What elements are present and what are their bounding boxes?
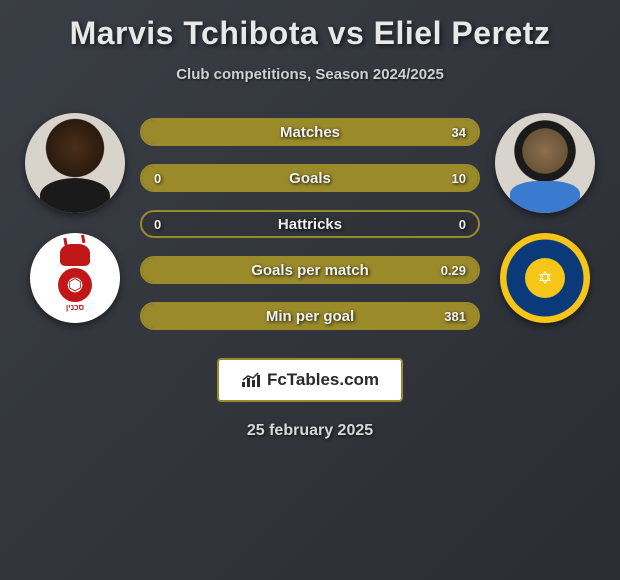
player2-avatar: [495, 113, 595, 213]
main-row: סכנין Matches 34 0 Goals 10 0 Hattricks …: [10, 113, 610, 330]
stat-left-value: 0: [154, 217, 161, 232]
club2-star-icon: ✡: [525, 258, 565, 298]
brand-box[interactable]: FcTables.com: [217, 358, 403, 402]
brand-text: FcTables.com: [267, 370, 379, 390]
player2-column: ✡: [490, 113, 600, 323]
stat-right-value: 0: [459, 217, 466, 232]
stat-label: Hattricks: [278, 216, 342, 233]
stats-column: Matches 34 0 Goals 10 0 Hattricks 0 Goal…: [140, 113, 480, 330]
stat-label: Matches: [280, 124, 340, 141]
stat-bar-hattricks: 0 Hattricks 0: [140, 210, 480, 238]
stat-bar-goals: 0 Goals 10: [140, 164, 480, 192]
club1-ball-icon: [58, 268, 92, 302]
stat-right-value: 381: [444, 309, 466, 324]
chart-icon: [241, 372, 261, 388]
player2-club-badge: ✡: [500, 233, 590, 323]
subtitle: Club competitions, Season 2024/2025: [176, 66, 444, 83]
stat-right-value: 0.29: [441, 263, 466, 278]
stat-label: Goals per match: [251, 262, 369, 279]
date-text: 25 february 2025: [247, 422, 373, 440]
club1-text: סכנין: [66, 303, 84, 312]
club1-animal-icon: [60, 244, 90, 266]
stat-right-value: 10: [452, 171, 466, 186]
stat-bar-matches: Matches 34: [140, 118, 480, 146]
player1-column: סכנין: [20, 113, 130, 323]
player1-club-badge: סכנין: [30, 233, 120, 323]
stat-bar-goals-per-match: Goals per match 0.29: [140, 256, 480, 284]
player1-avatar: [25, 113, 125, 213]
stat-bar-min-per-goal: Min per goal 381: [140, 302, 480, 330]
stat-label: Min per goal: [266, 308, 354, 325]
stat-label: Goals: [289, 170, 331, 187]
stat-left-value: 0: [154, 171, 161, 186]
page-title: Marvis Tchibota vs Eliel Peretz: [70, 15, 551, 52]
comparison-card: Marvis Tchibota vs Eliel Peretz Club com…: [0, 0, 620, 455]
stat-right-value: 34: [452, 125, 466, 140]
